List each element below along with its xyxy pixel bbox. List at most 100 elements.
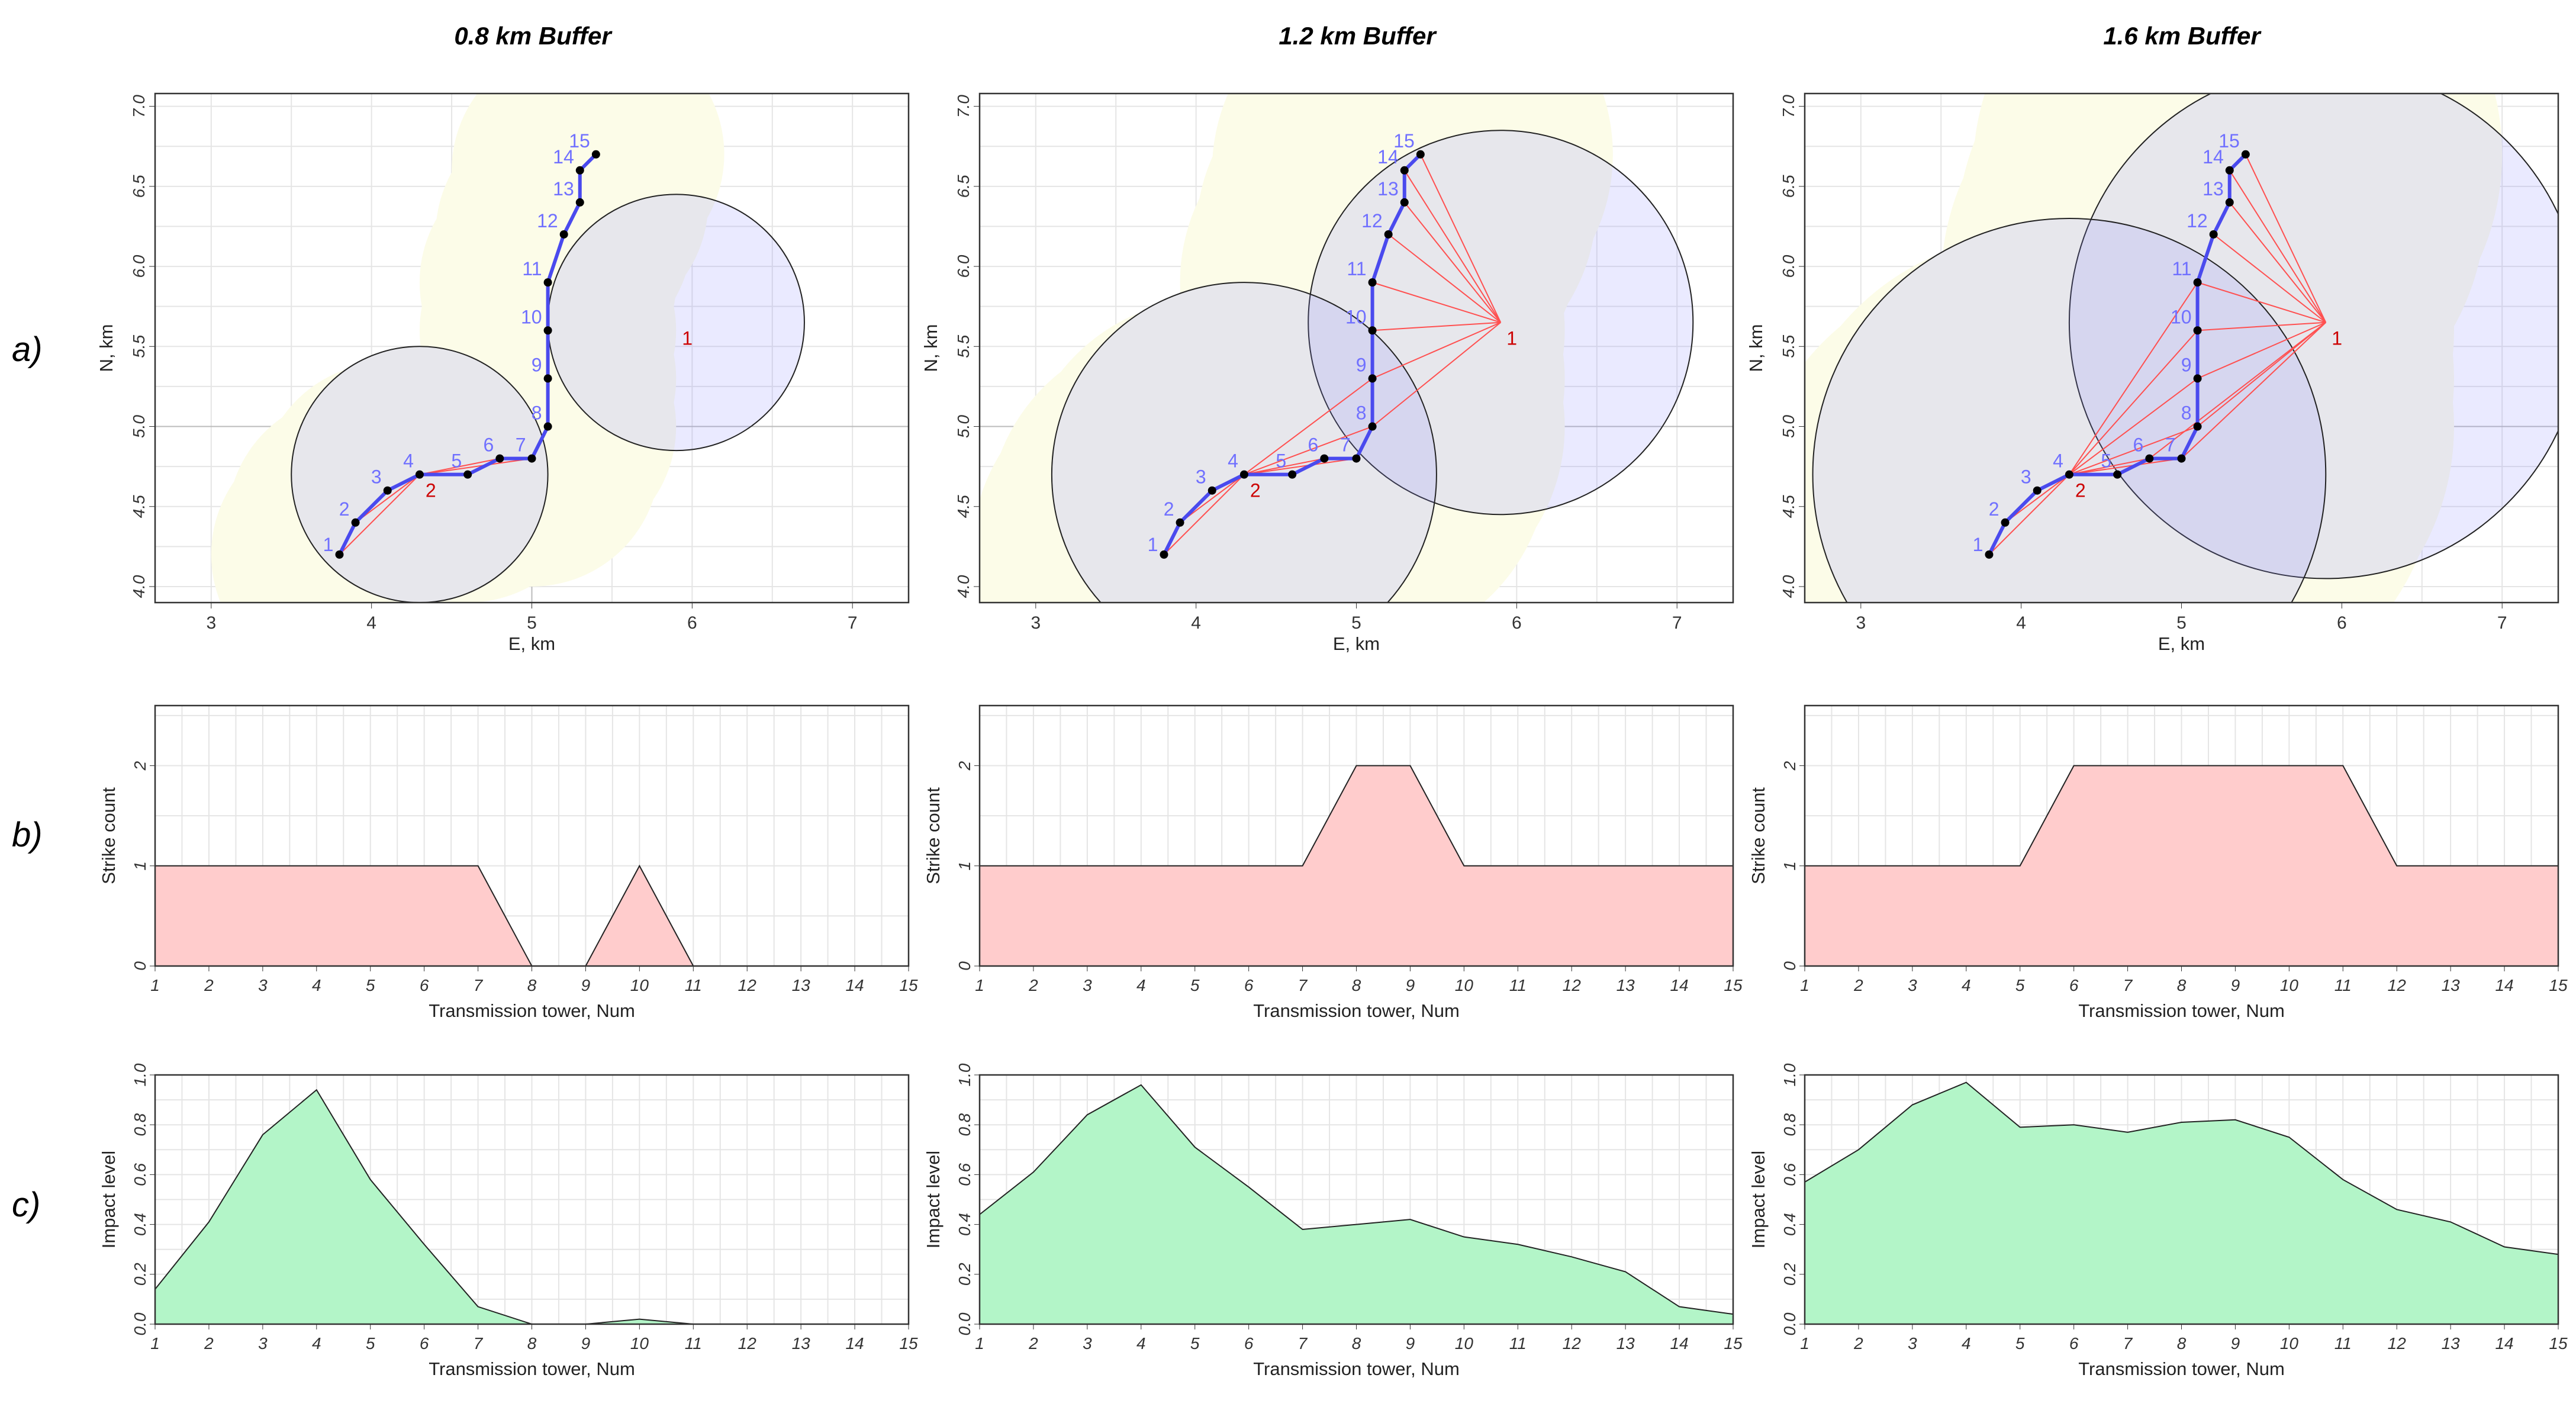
tower-point [2065, 470, 2073, 479]
impact-level-x-axis-label: Transmission tower, Num [1253, 1358, 1460, 1379]
tower-label: 10 [1345, 306, 1367, 327]
strike-ray [1388, 234, 1501, 323]
strike-count-x-tick-label: 8 [2177, 976, 2187, 994]
impact-level-area [980, 1084, 1733, 1324]
map-x-tick-label: 6 [687, 613, 697, 633]
strike-label: 1 [2332, 328, 2342, 349]
map-x-tick-label: 5 [2176, 613, 2187, 633]
map-y-tick-label: 4.5 [954, 495, 973, 518]
strike-count-x-tick-label: 7 [474, 976, 484, 994]
tower-label: 8 [1356, 403, 1367, 424]
map-x-tick-label: 7 [848, 613, 858, 633]
impact-level-x-tick-label: 8 [1352, 1334, 1361, 1353]
impact-level-x-tick-label: 7 [474, 1334, 484, 1353]
tower-point [1368, 326, 1377, 335]
impact-level-x-tick-label: 13 [1617, 1334, 1635, 1353]
strike-ray [1988, 474, 2070, 555]
impact-level-y-axis-label: Impact level [923, 1151, 944, 1248]
impact-level-x-tick-label: 1 [975, 1334, 984, 1353]
strike-count-x-tick-label: 4 [1136, 976, 1146, 994]
tower-label: 5 [451, 450, 462, 472]
tower-point [2113, 470, 2122, 479]
strike-count-x-axis-label: Transmission tower, Num [429, 1000, 635, 1021]
impact-level-y-tick-label: 0.6 [955, 1163, 974, 1186]
tower-point [2209, 230, 2218, 239]
tower-label: 15 [2218, 130, 2240, 152]
tower-label: 10 [521, 306, 542, 327]
tower-point [2033, 486, 2042, 495]
strike-label: 1 [1506, 328, 1517, 349]
tower-point [2145, 454, 2154, 463]
map-y-tick-label: 7.0 [130, 95, 148, 118]
strike-count-x-tick-label: 8 [527, 976, 537, 994]
impact-level-x-tick-label: 9 [1406, 1334, 1415, 1353]
tower-point [463, 470, 472, 479]
tower-point [1288, 470, 1297, 479]
strike-count-x-tick-label: 15 [899, 976, 918, 994]
tower-point [1985, 550, 1994, 559]
impact-level-x-tick-label: 3 [258, 1334, 268, 1353]
tower-label: 15 [1393, 130, 1415, 152]
map-x-tick-label: 4 [366, 613, 376, 633]
tower-label: 2 [1989, 498, 1999, 520]
tower-label: 7 [1340, 434, 1351, 456]
impact-level-x-axis-label: Transmission tower, Num [429, 1358, 635, 1379]
tower-label: 7 [2165, 434, 2176, 456]
tower-point [2193, 374, 2202, 383]
impact-level-x-tick-label: 4 [1962, 1334, 1971, 1353]
strike-ray [1403, 170, 1502, 323]
strike-count-y-tick-label: 1 [131, 861, 149, 871]
strike-count-x-tick-label: 5 [2015, 976, 2025, 994]
map-x-tick-label: 6 [2337, 613, 2347, 633]
strike-ray [2069, 458, 2150, 475]
tower-label: 1 [1148, 534, 1158, 555]
tower-point [2225, 198, 2234, 207]
strike-buffer-circle [547, 194, 805, 452]
strike-count-y-axis-label: Strike count [1748, 787, 1769, 884]
impact-level-x-tick-label: 11 [1509, 1334, 1527, 1353]
strike-count-x-tick-label: 14 [845, 976, 864, 994]
tower-point [1368, 422, 1377, 431]
row-label-a: a) [12, 330, 43, 369]
tower-point [543, 422, 552, 431]
strike-count-x-tick-label: 9 [581, 976, 591, 994]
map-x-tick-label: 5 [1351, 613, 1361, 633]
buffer-zone-part [468, 94, 724, 283]
impact-level-y-tick-label: 0.8 [1780, 1113, 1799, 1136]
impact-level-y-tick-label: 0.8 [955, 1113, 974, 1136]
tower-point [527, 454, 536, 463]
impact-level-y-tick-label: 0.4 [955, 1213, 974, 1236]
strike-ray [1163, 474, 1245, 555]
tower-label: 3 [371, 466, 382, 488]
tower-point [335, 550, 344, 559]
map-x-tick-label: 7 [2497, 613, 2507, 633]
impact-level-x-tick-label: 12 [738, 1334, 757, 1353]
impact-level-line [979, 1084, 1734, 1315]
map-x-tick-label: 4 [2016, 613, 2026, 633]
impact-level-x-tick-label: 5 [1190, 1334, 1200, 1353]
strike-count-x-tick-label: 5 [366, 976, 375, 994]
tower-point [1320, 454, 1329, 463]
impact-level-y-tick-label: 0.0 [131, 1312, 149, 1335]
strike-ray [1372, 282, 1501, 323]
strike-ray [2181, 322, 2326, 459]
impact-level-x-tick-label: 3 [1908, 1334, 1917, 1353]
impact-level-y-tick-label: 0.6 [131, 1163, 149, 1186]
tower-point [1352, 454, 1361, 463]
impact-level-x-tick-label: 11 [685, 1334, 702, 1353]
impact-level-x-tick-label: 12 [2388, 1334, 2407, 1353]
strike-buffer-circle [1051, 282, 1437, 603]
map-y-axis-label: N, km [1746, 324, 1766, 372]
tower-point [2193, 278, 2202, 287]
strike-ray [2069, 426, 2198, 475]
strike-label: 1 [682, 328, 693, 349]
strike-ray [2069, 282, 2198, 475]
impact-level-x-tick-label: 10 [630, 1334, 649, 1353]
strike-count-x-tick-label: 1 [975, 976, 984, 994]
impact-level-y-tick-label: 0.4 [131, 1213, 149, 1236]
tower-point [2193, 422, 2202, 431]
